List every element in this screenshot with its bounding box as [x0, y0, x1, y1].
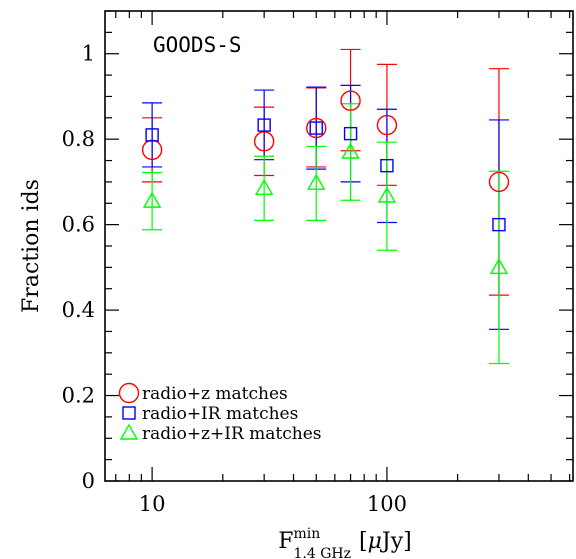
data-markers — [141, 90, 510, 275]
y-tick-label: 0 — [82, 469, 95, 493]
triangle-marker — [377, 186, 397, 203]
x-axis-label: Fmin 1.4 GHz [μJy] — [278, 526, 412, 559]
y-tick-label: 0.4 — [62, 298, 95, 322]
square-marker — [343, 126, 358, 141]
circle-marker — [306, 117, 327, 139]
x-tick-label: 10 — [139, 492, 166, 516]
legend-square-icon — [122, 406, 136, 420]
x-tick-label: 100 — [367, 492, 407, 516]
y-tick-labels: 0 0.2 0.4 0.6 0.8 1 — [62, 42, 95, 493]
y-tick-label: 0.6 — [62, 213, 95, 237]
y-tick-label: 0.8 — [62, 127, 95, 151]
square-marker — [145, 128, 159, 142]
circle-marker — [253, 131, 275, 152]
y-axis-label: Fraction ids — [19, 179, 44, 313]
error-bars — [142, 48, 509, 365]
x-label-superscript: min — [294, 526, 321, 542]
x-label-main: F — [278, 529, 293, 554]
y-tick-label: 0.2 — [62, 384, 95, 408]
circle-marker — [340, 90, 361, 111]
triangle-marker — [341, 142, 360, 159]
triangle-marker — [142, 191, 162, 208]
x-label-mu: μ — [368, 529, 382, 554]
square-marker — [257, 118, 271, 132]
circle-marker — [488, 171, 510, 193]
chart-title: GOODS-S — [153, 33, 242, 57]
square-marker — [309, 121, 323, 135]
x-label-unit-close: ] — [403, 529, 412, 554]
triangle-marker — [489, 257, 509, 275]
legend-label: radio+IR matches — [142, 404, 298, 424]
triangle-marker — [307, 173, 326, 190]
circle-marker — [376, 114, 398, 136]
legend-circle-icon — [118, 382, 140, 404]
x-label-unit-open: [ — [359, 529, 368, 554]
x-tick-labels: 10 100 — [139, 492, 407, 516]
triangle-marker — [254, 178, 274, 196]
legend-label: radio+z+IR matches — [142, 424, 322, 444]
legend-label: radio+z matches — [142, 384, 288, 404]
axis-ticks — [105, 10, 573, 482]
square-marker — [380, 158, 394, 173]
plot-frame — [104, 10, 574, 482]
legend-triangle-icon — [119, 423, 139, 440]
y-tick-label: 1 — [82, 42, 95, 66]
x-label-subscript: 1.4 GHz — [294, 546, 351, 559]
x-label-unit: Jy — [380, 529, 404, 554]
square-marker — [492, 217, 506, 232]
